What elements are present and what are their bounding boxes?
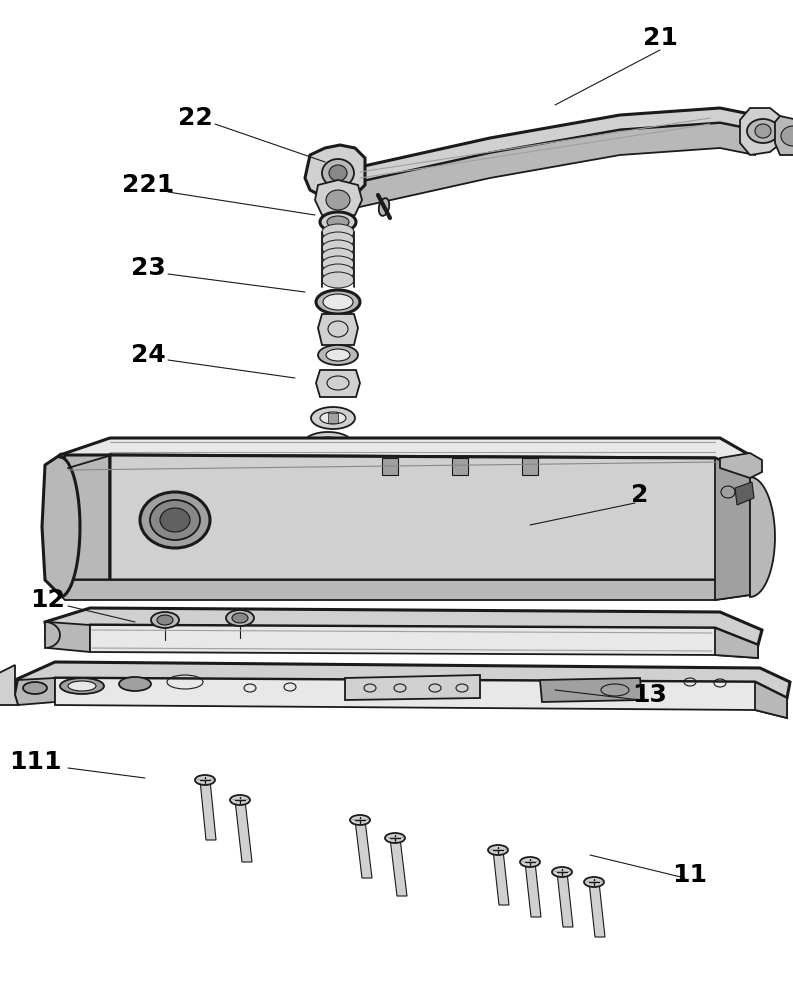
Polygon shape bbox=[525, 862, 541, 917]
Polygon shape bbox=[60, 438, 755, 475]
Ellipse shape bbox=[151, 612, 179, 628]
Ellipse shape bbox=[140, 492, 210, 548]
Ellipse shape bbox=[781, 126, 793, 146]
Polygon shape bbox=[715, 458, 750, 600]
Polygon shape bbox=[750, 475, 775, 597]
Polygon shape bbox=[55, 678, 787, 718]
Polygon shape bbox=[715, 628, 758, 658]
Polygon shape bbox=[15, 678, 55, 705]
Polygon shape bbox=[355, 820, 372, 878]
Polygon shape bbox=[589, 882, 605, 937]
Ellipse shape bbox=[314, 437, 342, 449]
Polygon shape bbox=[45, 622, 90, 652]
Polygon shape bbox=[45, 622, 60, 648]
Polygon shape bbox=[382, 458, 398, 475]
Polygon shape bbox=[305, 145, 365, 200]
Polygon shape bbox=[720, 453, 762, 478]
Ellipse shape bbox=[385, 833, 405, 843]
Polygon shape bbox=[60, 455, 110, 595]
Ellipse shape bbox=[322, 272, 354, 288]
Polygon shape bbox=[740, 108, 785, 155]
Text: 21: 21 bbox=[642, 26, 677, 50]
Text: 11: 11 bbox=[672, 863, 707, 887]
Polygon shape bbox=[775, 116, 793, 155]
Polygon shape bbox=[345, 675, 480, 700]
Ellipse shape bbox=[318, 345, 358, 365]
Polygon shape bbox=[755, 682, 787, 718]
Ellipse shape bbox=[326, 349, 350, 361]
Polygon shape bbox=[493, 850, 509, 905]
Polygon shape bbox=[330, 123, 755, 218]
Text: 13: 13 bbox=[633, 683, 668, 707]
Polygon shape bbox=[90, 625, 758, 658]
Ellipse shape bbox=[322, 248, 354, 264]
Ellipse shape bbox=[119, 677, 151, 691]
Polygon shape bbox=[42, 455, 80, 597]
Ellipse shape bbox=[326, 190, 350, 210]
Polygon shape bbox=[200, 780, 216, 840]
Polygon shape bbox=[452, 458, 468, 475]
Polygon shape bbox=[315, 180, 362, 218]
Polygon shape bbox=[735, 482, 754, 505]
Ellipse shape bbox=[226, 610, 254, 626]
Ellipse shape bbox=[157, 615, 173, 625]
Ellipse shape bbox=[327, 216, 349, 228]
Ellipse shape bbox=[195, 775, 215, 785]
Ellipse shape bbox=[322, 159, 354, 187]
Ellipse shape bbox=[60, 678, 104, 694]
Text: 111: 111 bbox=[9, 750, 61, 774]
Ellipse shape bbox=[755, 124, 771, 138]
Ellipse shape bbox=[721, 486, 735, 498]
Ellipse shape bbox=[320, 412, 346, 424]
Polygon shape bbox=[45, 608, 762, 645]
Polygon shape bbox=[328, 413, 338, 423]
Text: 221: 221 bbox=[122, 173, 174, 197]
Ellipse shape bbox=[520, 857, 540, 867]
Polygon shape bbox=[316, 370, 360, 397]
Ellipse shape bbox=[304, 432, 352, 454]
Ellipse shape bbox=[320, 212, 356, 232]
Polygon shape bbox=[557, 872, 573, 927]
Ellipse shape bbox=[23, 682, 47, 694]
Ellipse shape bbox=[322, 264, 354, 280]
Ellipse shape bbox=[311, 407, 355, 429]
Polygon shape bbox=[15, 662, 790, 698]
Ellipse shape bbox=[322, 240, 354, 256]
Ellipse shape bbox=[230, 795, 250, 805]
Ellipse shape bbox=[488, 845, 508, 855]
Ellipse shape bbox=[379, 198, 389, 216]
Ellipse shape bbox=[329, 165, 347, 181]
Text: 2: 2 bbox=[631, 483, 649, 507]
Polygon shape bbox=[235, 800, 252, 862]
Ellipse shape bbox=[322, 232, 354, 248]
Ellipse shape bbox=[68, 681, 96, 691]
Ellipse shape bbox=[584, 877, 604, 887]
Polygon shape bbox=[110, 455, 750, 580]
Text: 12: 12 bbox=[31, 588, 66, 612]
Polygon shape bbox=[60, 580, 750, 600]
Ellipse shape bbox=[160, 508, 190, 532]
Ellipse shape bbox=[322, 256, 354, 272]
Ellipse shape bbox=[350, 815, 370, 825]
Polygon shape bbox=[390, 838, 407, 896]
Polygon shape bbox=[318, 314, 358, 345]
Text: 24: 24 bbox=[131, 343, 166, 367]
Polygon shape bbox=[540, 678, 642, 702]
Polygon shape bbox=[330, 108, 755, 193]
Ellipse shape bbox=[323, 294, 353, 310]
Ellipse shape bbox=[150, 500, 200, 540]
Text: 22: 22 bbox=[178, 106, 213, 130]
Text: 23: 23 bbox=[131, 256, 166, 280]
Ellipse shape bbox=[316, 290, 360, 314]
Polygon shape bbox=[0, 665, 18, 705]
Ellipse shape bbox=[747, 119, 779, 143]
Polygon shape bbox=[522, 458, 538, 475]
Ellipse shape bbox=[232, 613, 248, 623]
Ellipse shape bbox=[552, 867, 572, 877]
Ellipse shape bbox=[322, 224, 354, 240]
